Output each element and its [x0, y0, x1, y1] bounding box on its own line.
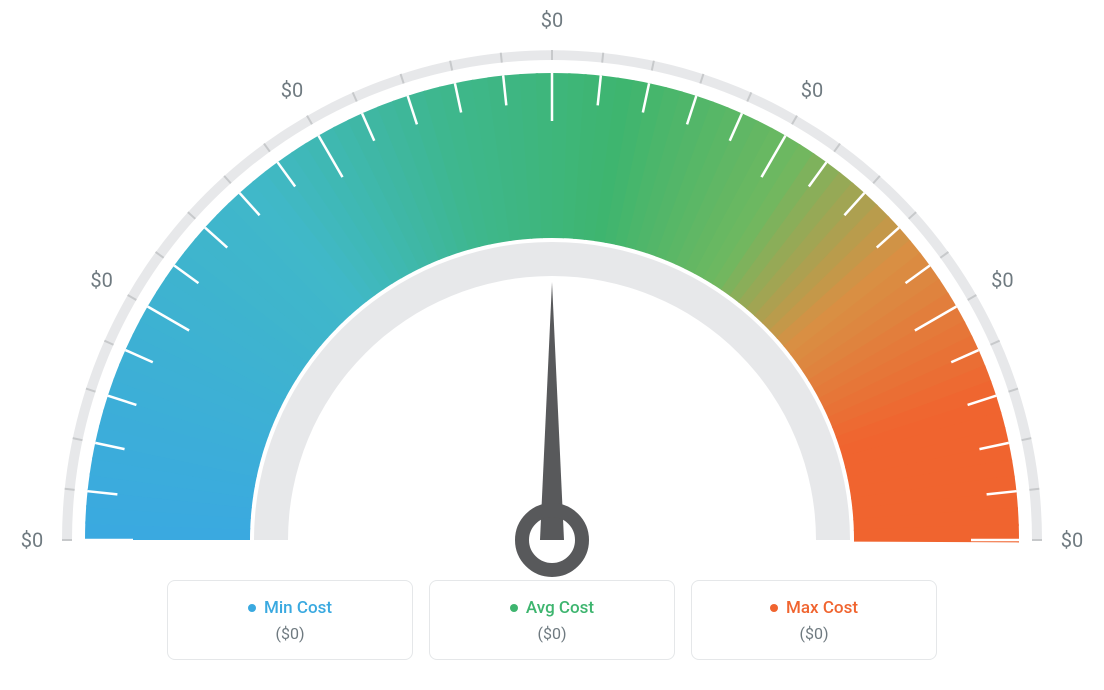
legend-title-min: Min Cost: [248, 598, 332, 618]
legend-dot-max: [770, 604, 778, 612]
legend-label-avg: Avg Cost: [526, 598, 594, 618]
legend-value-avg: ($0): [537, 624, 566, 643]
gauge-tick-label: $0: [801, 78, 823, 102]
legend-label-max: Max Cost: [786, 598, 858, 618]
gauge-tick-label: $0: [1061, 528, 1083, 552]
gauge-tick-label: $0: [541, 8, 563, 32]
legend-dot-min: [248, 604, 256, 612]
gauge-tick-label: $0: [991, 268, 1013, 292]
legend-card-min: Min Cost ($0): [167, 580, 413, 660]
legend-dot-avg: [510, 604, 518, 612]
legend-card-avg: Avg Cost ($0): [429, 580, 675, 660]
legend-value-max: ($0): [799, 624, 828, 643]
gauge-tick-label: $0: [21, 528, 43, 552]
legend-card-max: Max Cost ($0): [691, 580, 937, 660]
legend-title-avg: Avg Cost: [510, 598, 594, 618]
gauge-tick-label: $0: [90, 268, 112, 292]
legend-value-min: ($0): [275, 624, 304, 643]
gauge-chart: $0 $0 $0 $0 $0 $0 $0: [0, 0, 1104, 580]
legend-row: Min Cost ($0) Avg Cost ($0) Max Cost ($0…: [0, 580, 1104, 660]
gauge-tick-label: $0: [281, 78, 303, 102]
legend-label-min: Min Cost: [264, 598, 332, 618]
legend-title-max: Max Cost: [770, 598, 858, 618]
gauge-svg: [0, 0, 1104, 580]
